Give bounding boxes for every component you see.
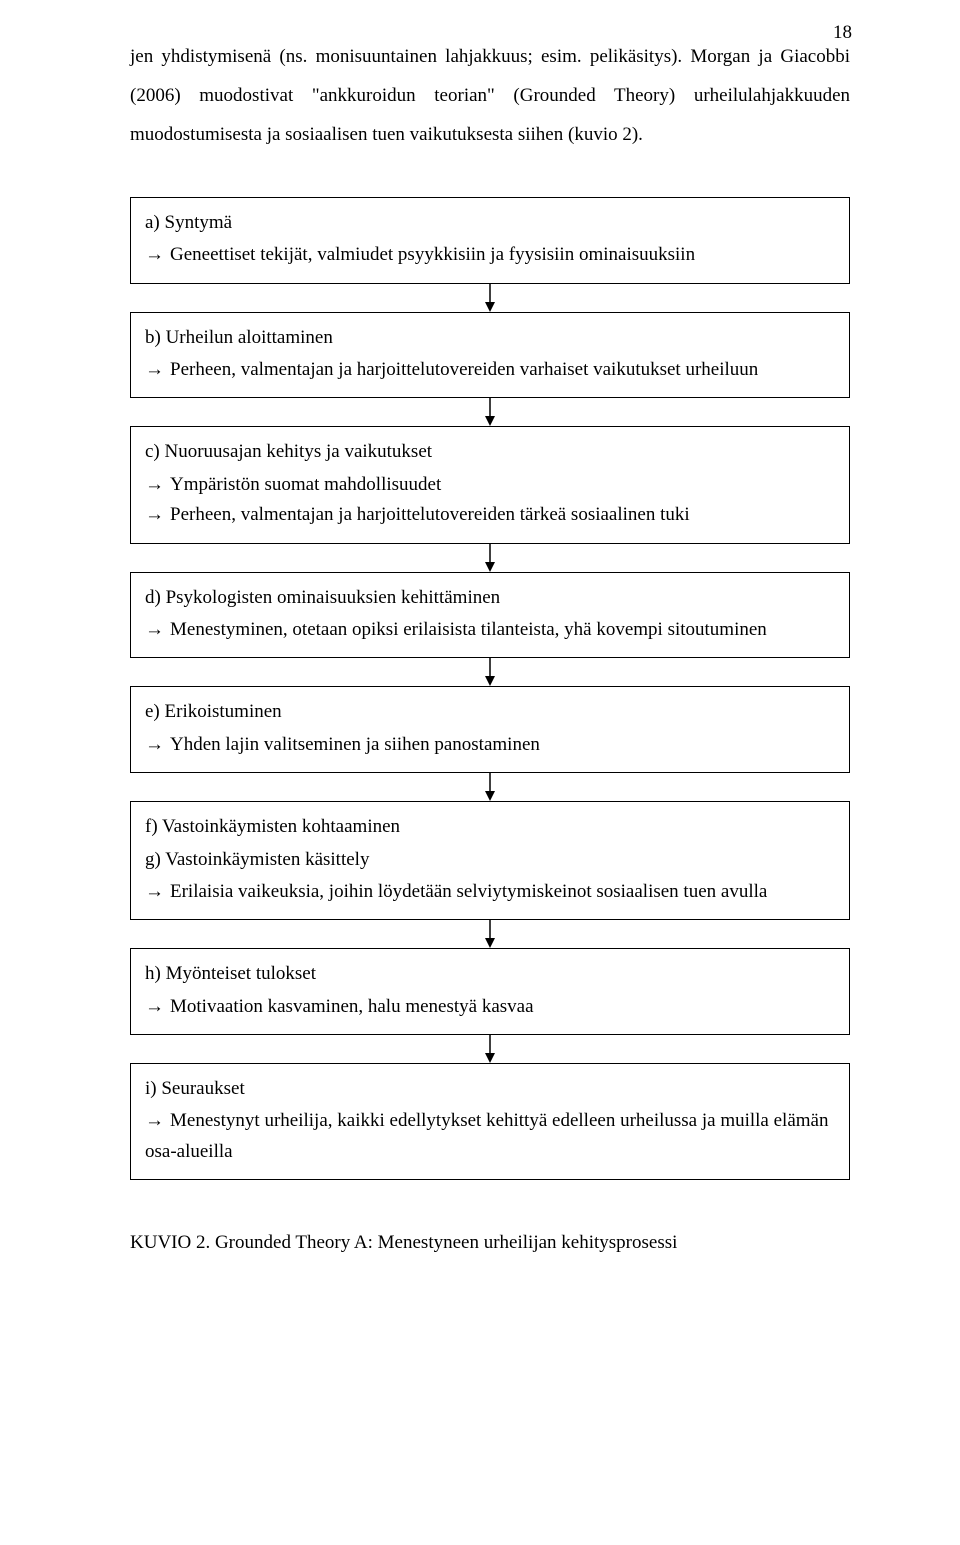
box-fg-arrow-0: Erilaisia vaikeuksia, joihin löydetään s… xyxy=(145,877,835,907)
box-fg: f) Vastoinkäymisten kohtaaminen g) Vasto… xyxy=(130,801,850,920)
connector-fg-h xyxy=(480,920,500,948)
box-e: e) Erikoistuminen Yhden lajin valitsemin… xyxy=(130,686,850,773)
box-d-title: d) Psykologisten ominaisuuksien kehittäm… xyxy=(145,583,835,613)
box-b-title: b) Urheilun aloittaminen xyxy=(145,323,835,353)
box-i: i) Seuraukset Menestynyt urheilija, kaik… xyxy=(130,1063,850,1180)
connector-b-c xyxy=(480,398,500,426)
box-c-title: c) Nuoruusajan kehitys ja vaikutukset xyxy=(145,437,835,467)
connector-c-d xyxy=(480,544,500,572)
box-a-title: a) Syntymä xyxy=(145,208,835,238)
box-c-arrow-0: Ympäristön suomat mahdollisuudet xyxy=(145,470,835,500)
connector-d-e xyxy=(480,658,500,686)
box-i-arrow-0: Menestynyt urheilija, kaikki edellytykse… xyxy=(145,1106,835,1167)
box-f-title: f) Vastoinkäymisten kohtaaminen xyxy=(145,812,835,842)
box-h-arrow-0: Motivaation kasvaminen, halu menestyä ka… xyxy=(145,992,835,1022)
figure-caption: KUVIO 2. Grounded Theory A: Menestyneen … xyxy=(130,1232,850,1254)
box-h: h) Myönteiset tulokset Motivaation kasva… xyxy=(130,948,850,1035)
box-d: d) Psykologisten ominaisuuksien kehittäm… xyxy=(130,572,850,659)
box-d-arrow-0: Menestyminen, otetaan opiksi erilaisista… xyxy=(145,615,835,645)
box-c: c) Nuoruusajan kehitys ja vaikutukset Ym… xyxy=(130,426,850,543)
connector-h-i xyxy=(480,1035,500,1063)
box-e-arrow-0: Yhden lajin valitseminen ja siihen panos… xyxy=(145,730,835,760)
box-a: a) Syntymä Geneettiset tekijät, valmiude… xyxy=(130,197,850,284)
box-g-title: g) Vastoinkäymisten käsittely xyxy=(145,845,835,875)
connector-e-fg xyxy=(480,773,500,801)
box-e-title: e) Erikoistuminen xyxy=(145,697,835,727)
intro-paragraph: jen yhdistymisenä (ns. monisuuntainen la… xyxy=(130,38,850,155)
box-c-arrow-1: Perheen, valmentajan ja harjoittelutover… xyxy=(145,500,835,530)
box-b: b) Urheilun aloittaminen Perheen, valmen… xyxy=(130,312,850,399)
connector-a-b xyxy=(480,284,500,312)
box-i-title: i) Seuraukset xyxy=(145,1074,835,1104)
page-number: 18 xyxy=(833,22,852,44)
box-b-arrow-0: Perheen, valmentajan ja harjoittelutover… xyxy=(145,355,835,385)
box-a-arrow-0: Geneettiset tekijät, valmiudet psyykkisi… xyxy=(145,240,835,270)
box-h-title: h) Myönteiset tulokset xyxy=(145,959,835,989)
